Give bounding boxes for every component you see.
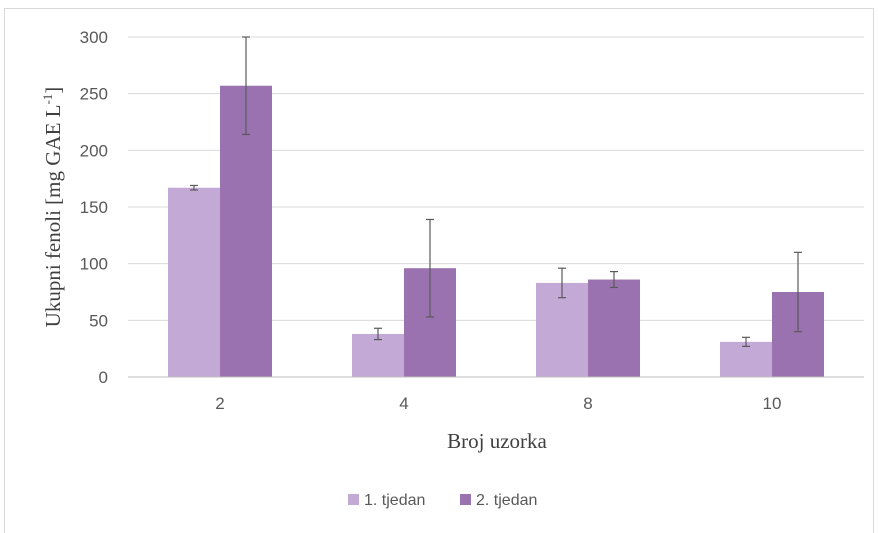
legend: 1. tjedan 2. tjedan	[348, 492, 537, 509]
legend-swatch	[460, 494, 471, 505]
y-tick-label: 100	[80, 255, 108, 274]
y-tick-label: 200	[80, 141, 108, 160]
error-bars	[190, 37, 802, 346]
x-tick-label: 10	[763, 394, 782, 413]
y-tick-label: 0	[99, 368, 108, 387]
y-axis-ticks: 0 50 100 150 200 250 300	[80, 28, 108, 387]
x-tick-label: 2	[215, 394, 224, 413]
y-tick-label: 50	[89, 311, 108, 330]
legend-swatch	[348, 494, 359, 505]
legend-item-series-1: 1. tjedan	[348, 492, 425, 509]
y-tick-label: 300	[80, 28, 108, 47]
y-axis-title: Ukupni fenoli [mg GAE L-1]	[40, 87, 65, 328]
y-tick-label: 250	[80, 85, 108, 104]
x-tick-label: 8	[583, 394, 592, 413]
legend-label: 1. tjedan	[364, 492, 425, 509]
bar-8-series-2	[588, 280, 640, 377]
bars	[168, 86, 824, 377]
bar-10-series-1	[720, 342, 772, 377]
legend-item-series-2: 2. tjedan	[460, 492, 537, 509]
bar-2-series-1	[168, 188, 220, 377]
bar-4-series-1	[352, 334, 404, 377]
legend-label: 2. tjedan	[476, 492, 537, 509]
x-axis-ticks: 2 4 8 10	[215, 394, 781, 413]
y-tick-label: 150	[80, 198, 108, 217]
x-tick-label: 4	[399, 394, 408, 413]
x-axis-title: Broj uzorka	[447, 429, 547, 453]
